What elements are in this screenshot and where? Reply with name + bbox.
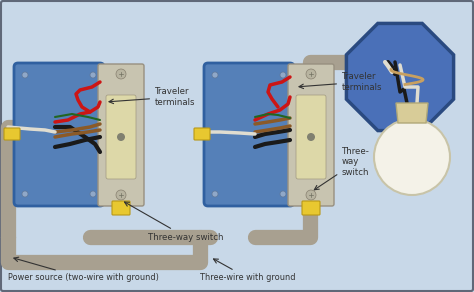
FancyBboxPatch shape <box>194 128 210 140</box>
FancyBboxPatch shape <box>106 95 136 179</box>
Text: Three-
way
switch: Three- way switch <box>314 147 370 190</box>
FancyBboxPatch shape <box>204 63 294 206</box>
Circle shape <box>306 190 316 200</box>
Circle shape <box>90 191 96 197</box>
Circle shape <box>116 190 126 200</box>
Circle shape <box>280 191 286 197</box>
Circle shape <box>306 69 316 79</box>
Circle shape <box>116 69 126 79</box>
Circle shape <box>307 133 315 141</box>
Text: Three-way switch: Three-way switch <box>125 202 224 241</box>
FancyBboxPatch shape <box>302 201 320 215</box>
FancyBboxPatch shape <box>4 128 20 140</box>
Circle shape <box>280 72 286 78</box>
Text: Three-wire with ground: Three-wire with ground <box>200 259 295 282</box>
FancyBboxPatch shape <box>296 95 326 179</box>
FancyBboxPatch shape <box>288 64 334 206</box>
Circle shape <box>117 133 125 141</box>
FancyBboxPatch shape <box>14 63 104 206</box>
Circle shape <box>212 72 218 78</box>
Polygon shape <box>346 23 454 131</box>
Circle shape <box>22 72 28 78</box>
FancyBboxPatch shape <box>112 201 130 215</box>
Text: Power source (two-wire with ground): Power source (two-wire with ground) <box>8 257 159 282</box>
Circle shape <box>212 191 218 197</box>
Text: Traveler
terminals: Traveler terminals <box>109 87 195 107</box>
Circle shape <box>374 119 450 195</box>
FancyBboxPatch shape <box>98 64 144 206</box>
Circle shape <box>90 72 96 78</box>
Polygon shape <box>396 103 428 123</box>
Text: Traveler
terminals: Traveler terminals <box>299 72 383 92</box>
Circle shape <box>22 191 28 197</box>
